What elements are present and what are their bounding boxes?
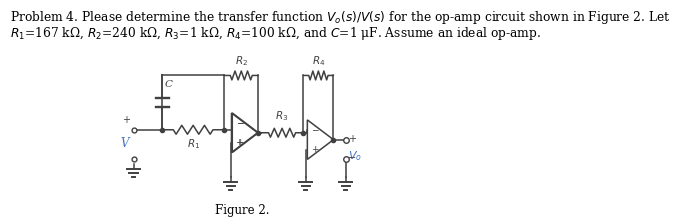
- Text: $R_2$: $R_2$: [234, 54, 248, 68]
- Text: $R_1$: $R_1$: [186, 138, 200, 151]
- Text: −: −: [236, 118, 243, 127]
- Text: $R_3$: $R_3$: [275, 109, 288, 123]
- Text: Problem 4. Please determine the transfer function $V_o(s)/V(s)$ for the op-amp c: Problem 4. Please determine the transfer…: [10, 9, 671, 26]
- Text: −: −: [348, 153, 356, 164]
- Text: $R_4$: $R_4$: [312, 54, 325, 68]
- Text: −: −: [312, 125, 319, 134]
- Text: $V_o$: $V_o$: [348, 150, 362, 163]
- Text: +: +: [122, 115, 130, 125]
- Text: C: C: [164, 80, 173, 89]
- Text: Figure 2.: Figure 2.: [215, 204, 270, 217]
- Text: +: +: [236, 138, 243, 147]
- Text: $R_1$=167 kΩ, $R_2$=240 kΩ, $R_3$=1 kΩ, $R_4$=100 kΩ, and $C$=1 μF. Assume an id: $R_1$=167 kΩ, $R_2$=240 kΩ, $R_3$=1 kΩ, …: [10, 25, 540, 42]
- Text: +: +: [348, 134, 356, 144]
- Text: +: +: [312, 145, 319, 154]
- Text: +: +: [237, 138, 244, 147]
- Text: V: V: [120, 137, 129, 150]
- Text: −: −: [237, 118, 244, 127]
